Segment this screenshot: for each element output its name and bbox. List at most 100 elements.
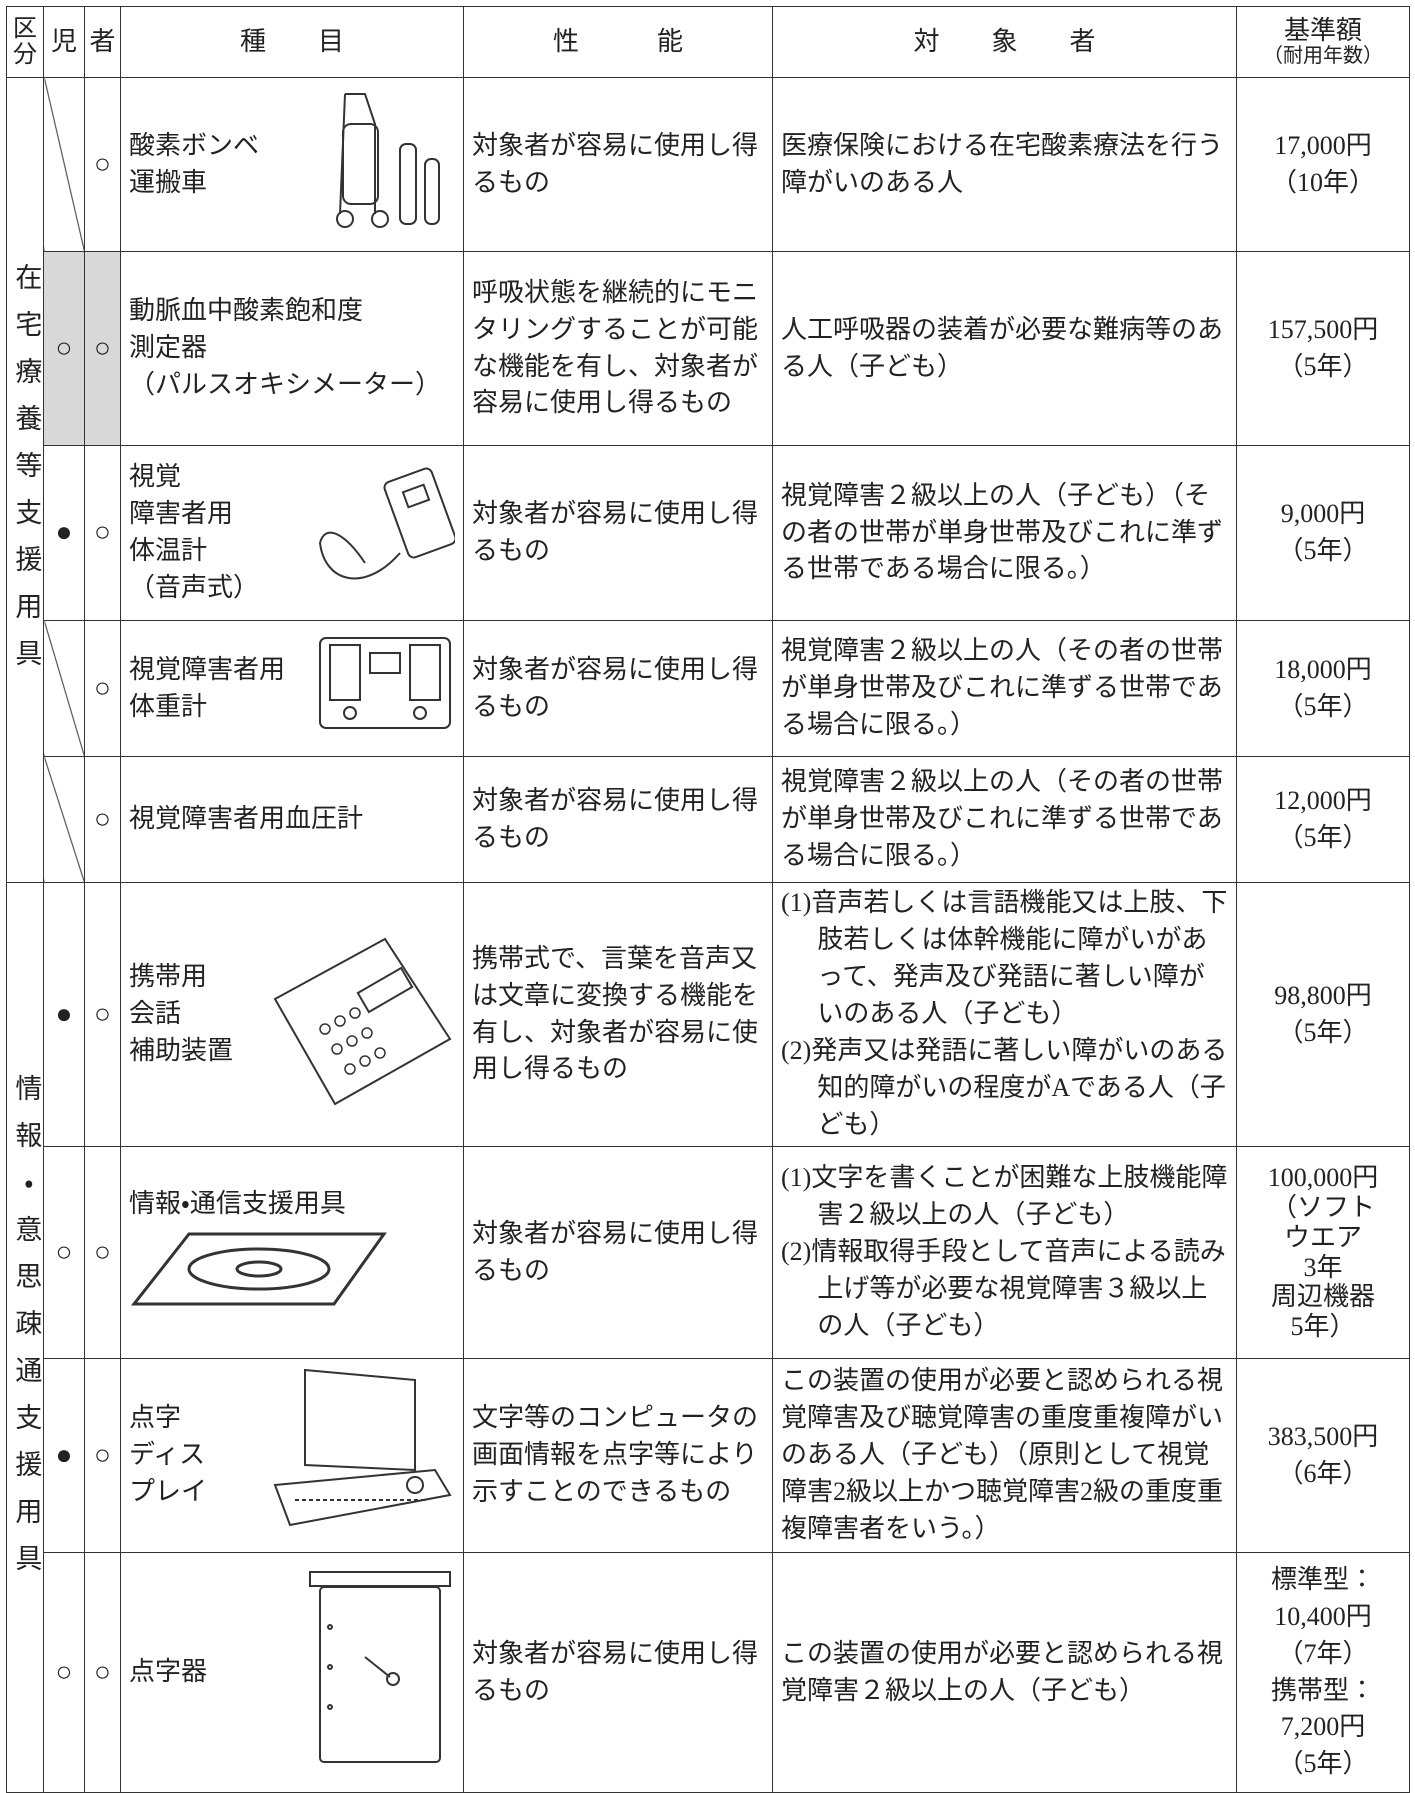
item-wrap: 携帯用 会話 補助装置 xyxy=(129,909,455,1120)
amount-cell: 18,000円 （5年） xyxy=(1236,620,1410,757)
item-wrap: 視覚 障害者用 体温計 （音声式） xyxy=(129,459,457,607)
adult-mark: ○ xyxy=(84,620,121,757)
table-row: ○ ○ 情報・通信支援用具 対象者が容易に使用し得るもの (1)文字を書くことが困難な上… xyxy=(7,1146,1410,1359)
target-cell: 医療保険における在宅酸素療法を行う障がいのある人 xyxy=(772,77,1237,252)
item-cell: 情報・通信支援用具 xyxy=(120,1146,464,1359)
table-row: ○ ○ 動脈血中酸素飽和度 測定器 （パルスオキシメーター） 呼吸状態を継続的にモニタ… xyxy=(7,251,1410,446)
item-name: 視覚障害者用血圧計 xyxy=(129,804,364,834)
item-illustration xyxy=(305,463,457,604)
target-text: 医療保険における在宅酸素療法を行う障がいのある人 xyxy=(781,130,1224,197)
child-mark xyxy=(43,620,85,757)
item-name: 情報・通信支援用具 xyxy=(129,1188,346,1218)
adult-mark: ○ xyxy=(84,1358,121,1553)
performance-cell: 対象者が容易に使用し得るもの xyxy=(463,756,773,883)
adult-mark: ○ xyxy=(84,445,121,621)
table-row: ● ○ 点字 ディス プレイ 文字等のコンピュータの画面情報を点字等により示すことので… xyxy=(7,1358,1410,1553)
amount-cell: 383,500円 （6年） xyxy=(1236,1358,1410,1553)
amount-cell: 100,000円 （ソフト ウエア 3年 周辺機器 5年） xyxy=(1236,1146,1410,1359)
equipment-table: 区分 児 者 種 目 性 能 対 象 者 基準額 （耐用年数） 在宅療養等支援用具… xyxy=(6,6,1410,1793)
target-cell: 視覚障害２級以上の人（その者の世帯が単身世帯及びこれに準ずる世帯である場合に限る… xyxy=(772,756,1237,883)
item-wrap: 視覚障害者用血圧計 xyxy=(129,801,455,838)
section-cell: 在宅療養等支援用具 xyxy=(6,77,44,883)
target-cell: この装置の使用が必要と認められる視覚障害２級以上の人（子ども） xyxy=(772,1552,1237,1793)
section-label: 在宅療養等支援用具 xyxy=(11,263,42,687)
target-item: (2)情報取得手段として音声による読み上げ等が必要な視覚障害３級以上の人（子ども… xyxy=(781,1237,1226,1340)
target-text: この装置の使用が必要と認められる視覚障害及び聴覚障害の重度重複障がいのある人（子… xyxy=(781,1366,1224,1543)
amount-cell: 9,000円 （5年） xyxy=(1236,445,1410,621)
target-item: (2)発声又は発語に著しい障がいのある知的障がいの程度がAである人（子ども） xyxy=(781,1035,1228,1139)
item-wrap: 点字 ディス プレイ xyxy=(129,1365,455,1546)
child-mark: ● xyxy=(43,1358,85,1553)
header-cell: 種 目 xyxy=(120,6,464,78)
item-name: 点字 ディス プレイ xyxy=(129,1403,208,1506)
item-illustration xyxy=(325,84,455,245)
child-mark xyxy=(43,77,85,252)
target-text: 視覚障害２級以上の人（その者の世帯が単身世帯及びこれに準ずる世帯である場合に限る… xyxy=(781,767,1224,870)
item-illustration xyxy=(265,1365,455,1546)
child-mark: ○ xyxy=(43,251,85,446)
target-cell: (1)文字を書くことが困難な上肢機能障害２級以上の人（子ども） (2)情報取得手段… xyxy=(772,1146,1237,1359)
section-cell: 情報・意思疎通支援用具 xyxy=(6,882,44,1793)
child-mark: ● xyxy=(43,882,85,1147)
item-cell: 携帯用 会話 補助装置 xyxy=(120,882,464,1147)
item-cell: 動脈血中酸素飽和度 測定器 （パルスオキシメーター） xyxy=(120,251,464,446)
item-cell: 視覚障害者用 体重計 xyxy=(120,620,464,757)
child-mark: ● xyxy=(43,445,85,621)
header-cell: 区分 xyxy=(6,6,44,78)
amount-cell: 157,500円 （5年） xyxy=(1236,251,1410,446)
target-text: 視覚障害２級以上の人（子ども）（その者の世帯が単身世帯及びこれに準ずる世帯である… xyxy=(781,480,1224,584)
table-row: ● ○ 視覚 障害者用 体温計 （音声式） 対象者が容易に使用し得るもの 視覚障害２級以… xyxy=(7,445,1410,621)
amount-cell: 98,800円 （5年） xyxy=(1236,882,1410,1147)
item-name: 酸素ボンベ 運搬車 xyxy=(129,130,260,197)
amount-cell: 17,000円 （10年） xyxy=(1236,77,1410,252)
adult-mark: ○ xyxy=(84,756,121,883)
header-cell: 児 xyxy=(43,6,85,78)
performance-cell: 対象者が容易に使用し得るもの xyxy=(463,1146,773,1359)
adult-mark: ○ xyxy=(84,1552,121,1793)
item-cell: 視覚障害者用血圧計 xyxy=(120,756,464,883)
target-item: (1)文字を書くことが困難な上肢機能障害２級以上の人（子ども） xyxy=(781,1163,1228,1230)
header-cell: 基準額 （耐用年数） xyxy=(1236,6,1410,78)
header-amount: 基準額 xyxy=(1283,15,1362,45)
header-cell: 対 象 者 xyxy=(772,6,1237,78)
header-amount-note: （耐用年数） xyxy=(1263,45,1383,68)
performance-cell: 文字等のコンピュータの画面情報を点字等により示すことのできるもの xyxy=(463,1358,773,1553)
item-illustration xyxy=(129,1229,389,1320)
target-cell: (1)音声若しくは言語機能又は上肢、下肢若しくは体幹機能に障がいがあって、発声及… xyxy=(772,882,1237,1147)
child-mark: ○ xyxy=(43,1146,85,1359)
performance-cell: 携帯式で、言葉を音声又は文章に変換する機能を有し、対象者が容易に使用し得るもの xyxy=(463,882,773,1147)
item-illustration xyxy=(265,909,455,1120)
item-cell: 点字 ディス プレイ xyxy=(120,1358,464,1553)
target-text: この装置の使用が必要と認められる視覚障害２級以上の人（子ども） xyxy=(781,1638,1224,1705)
table-header: 区分 児 者 種 目 性 能 対 象 者 基準額 （耐用年数） xyxy=(6,6,1410,78)
item-name: 点字器 xyxy=(129,1657,208,1687)
item-illustration xyxy=(305,1567,455,1778)
adult-mark: ○ xyxy=(84,77,121,252)
table-row: ○ ○ 点字器 対象者が容易に使用し得るもの この装置の使用が必要と認められる視覚障害２… xyxy=(7,1552,1410,1793)
item-wrap: 点字器 xyxy=(129,1567,455,1778)
item-name: 携帯用 会話 補助装置 xyxy=(129,962,234,1065)
amount-cell: 標準型： 10,400円 （7年） 携帯型： 7,200円 （5年） xyxy=(1236,1552,1410,1793)
adult-mark: ○ xyxy=(84,882,121,1147)
performance-cell: 対象者が容易に使用し得るもの xyxy=(463,77,773,252)
table-row: 在宅療養等支援用具 ○ 酸素ボンベ 運搬車 対象者が容易に使用し得るもの 医療保険におけ… xyxy=(6,77,1410,883)
table-row: ○ 視覚障害者用血圧計 対象者が容易に使用し得るもの 視覚障害２級以上の人（その者の世… xyxy=(7,756,1410,883)
section-label: 情報・意思疎通支援用具 xyxy=(11,1073,42,1591)
item-illustration xyxy=(315,633,455,744)
item-wrap: 情報・通信支援用具 xyxy=(129,1186,455,1320)
performance-cell: 対象者が容易に使用し得るもの xyxy=(463,445,773,621)
target-text: 視覚障害２級以上の人（その者の世帯が単身世帯及びこれに準ずる世帯である場合に限る… xyxy=(781,636,1224,739)
header-cell: 者 xyxy=(84,6,121,78)
amount-cell: 12,000円 （5年） xyxy=(1236,756,1410,883)
child-mark xyxy=(43,756,85,883)
target-item: (1)音声若しくは言語機能又は上肢、下肢若しくは体幹機能に障がいがあって、発声及… xyxy=(781,888,1228,1029)
adult-mark: ○ xyxy=(84,1146,121,1359)
target-cell: 視覚障害２級以上の人（その者の世帯が単身世帯及びこれに準ずる世帯である場合に限る… xyxy=(772,620,1237,757)
item-cell: 酸素ボンベ 運搬車 xyxy=(120,77,464,252)
item-name: 視覚障害者用 体重計 xyxy=(129,654,286,721)
table-row: ○ 視覚障害者用 体重計 対象者が容易に使用し得るもの 視覚障害２級以上の人（その者の… xyxy=(7,620,1410,757)
item-cell: 視覚 障害者用 体温計 （音声式） xyxy=(120,445,464,621)
table-body: 在宅療養等支援用具 ○ 酸素ボンベ 運搬車 対象者が容易に使用し得るもの 医療保険におけ… xyxy=(6,77,1410,1793)
